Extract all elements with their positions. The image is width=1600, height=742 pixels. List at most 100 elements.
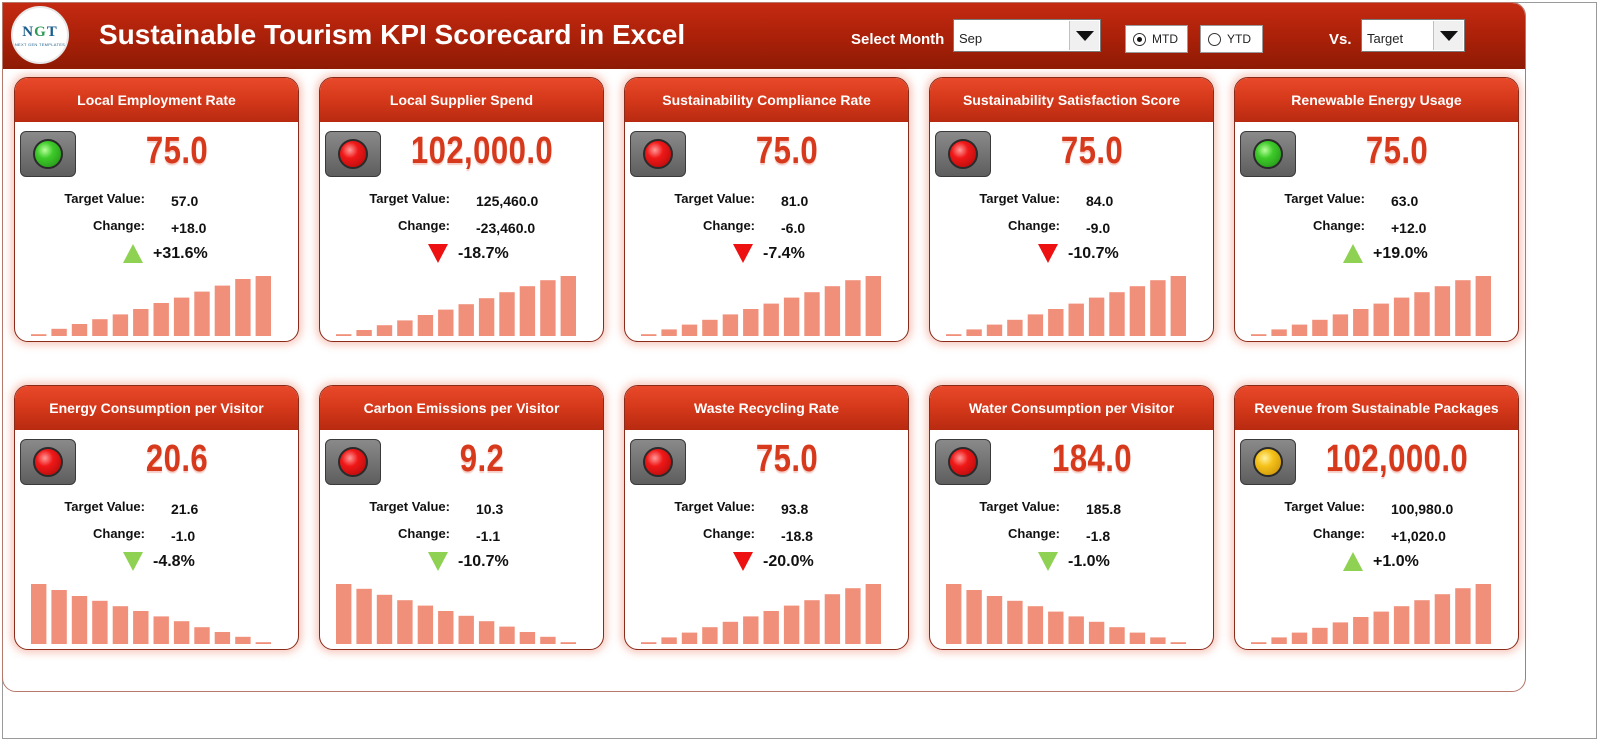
trend-bar: [1170, 642, 1186, 644]
kpi-actual-value: 102,000.0: [410, 130, 554, 172]
change-label: Change:: [1313, 218, 1365, 233]
trend-bar: [519, 632, 536, 644]
trend-bar: [458, 304, 474, 336]
target-value-label: Target Value:: [674, 499, 755, 514]
target-value-label: Target Value:: [674, 191, 755, 206]
trend-bar: [1332, 622, 1349, 644]
month-dropdown-button[interactable]: [1069, 21, 1099, 50]
trend-sparkline: [641, 584, 881, 644]
trend-bar: [417, 605, 434, 644]
comparison-dropdown[interactable]: Target: [1361, 19, 1465, 52]
comparison-dropdown-button[interactable]: [1433, 21, 1463, 50]
change-label: Change:: [1008, 218, 1060, 233]
trend-bar: [51, 328, 67, 336]
status-indicator: [630, 439, 686, 485]
trend-bar: [783, 297, 800, 336]
kpi-card: Carbon Emissions per Visitor 9.2 Target …: [319, 385, 604, 650]
trend-bar: [966, 590, 982, 644]
trend-bar: [397, 320, 413, 336]
change-percent: +19.0%: [1373, 245, 1428, 262]
trend-bar: [194, 291, 210, 336]
arrow-up-icon: [123, 244, 143, 263]
arrow-down-icon: [428, 244, 448, 263]
mtd-radio[interactable]: MTD: [1125, 25, 1188, 53]
trend-bar: [560, 276, 576, 336]
trend-bar: [1393, 297, 1410, 336]
kpi-actual-value: 75.0: [1365, 130, 1429, 172]
trend-bar: [71, 596, 88, 644]
trend-bar: [1129, 632, 1146, 644]
change-label: Change:: [1313, 526, 1365, 541]
comparison-dropdown-value: Target: [1367, 31, 1404, 46]
trend-bar: [356, 330, 372, 336]
target-value-label: Target Value:: [1284, 191, 1365, 206]
logo-mark: NGT: [22, 23, 58, 40]
trend-bar: [1475, 276, 1491, 336]
change-value: -1.1: [476, 528, 501, 544]
trend-bar: [214, 632, 231, 644]
trend-bar: [763, 611, 779, 644]
chevron-down-icon: [1075, 30, 1094, 41]
change-label: Change:: [1008, 526, 1060, 541]
trend-bar: [1150, 637, 1166, 644]
trend-bar: [702, 319, 718, 336]
status-indicator: [325, 439, 381, 485]
target-value-label: Target Value:: [979, 191, 1060, 206]
kpi-card: Waste Recycling Rate 75.0 Target Value: …: [624, 385, 909, 650]
trend-bar: [1434, 286, 1451, 336]
mtd-radio-indicator: [1133, 32, 1146, 46]
arrow-down-icon: [1038, 552, 1058, 571]
trend-bar: [722, 314, 739, 336]
trend-bar: [1393, 606, 1410, 644]
change-label: Change:: [703, 526, 755, 541]
trend-bar: [499, 292, 515, 336]
trend-sparkline: [1251, 276, 1491, 336]
trend-bar: [783, 605, 800, 644]
kpi-actual-value: 75.0: [1060, 130, 1124, 172]
trend-bar: [845, 588, 861, 644]
trend-sparkline: [946, 584, 1186, 644]
trend-bar: [153, 303, 169, 336]
kpi-actual-value: 102,000.0: [1325, 438, 1469, 480]
change-label: Change:: [93, 218, 145, 233]
trend-bar: [499, 626, 515, 644]
kpi-card: Sustainability Satisfaction Score 75.0 T…: [929, 77, 1214, 342]
trend-bar: [1353, 309, 1369, 336]
trend-bar: [865, 584, 881, 644]
change-label: Change:: [93, 526, 145, 541]
target-value: 84.0: [1086, 193, 1114, 209]
target-value: 57.0: [171, 193, 199, 209]
trend-bar: [1353, 617, 1369, 644]
trend-bar: [1088, 297, 1105, 336]
trend-bar: [722, 621, 739, 644]
kpi-card-title: Sustainability Satisfaction Score: [930, 78, 1213, 122]
trend-bar: [478, 621, 495, 644]
month-dropdown[interactable]: Sep: [953, 19, 1101, 52]
trend-bar: [540, 636, 556, 644]
trend-bar: [376, 325, 393, 336]
green-light-icon: [1253, 139, 1283, 169]
change-percent: -10.7%: [458, 553, 509, 570]
change-value: -23,460.0: [476, 220, 536, 236]
trend-bar: [1312, 627, 1328, 644]
change-percent: +31.6%: [153, 245, 208, 262]
target-value-label: Target Value:: [64, 191, 145, 206]
trend-bar: [1007, 600, 1023, 644]
ytd-radio[interactable]: YTD: [1200, 25, 1263, 53]
trend-bar: [1251, 642, 1267, 644]
trend-bar: [194, 627, 210, 644]
trend-bar: [173, 621, 190, 644]
logo-subtitle: NEXT GEN TEMPLATES: [14, 41, 66, 47]
change-percent: +1.0%: [1373, 553, 1419, 570]
kpi-card: Local Employment Rate 75.0 Target Value:…: [14, 77, 299, 342]
trend-bar: [112, 606, 129, 644]
kpi-card-title: Local Employment Rate: [15, 78, 298, 122]
trend-bar: [71, 324, 88, 336]
kpi-actual-value: 184.0: [1051, 438, 1133, 480]
trend-bar: [1109, 627, 1125, 644]
trend-bar: [133, 309, 149, 336]
trend-bar: [336, 334, 352, 336]
trend-sparkline: [336, 584, 576, 644]
trend-bar: [1373, 611, 1389, 644]
trend-bar: [1455, 280, 1471, 336]
